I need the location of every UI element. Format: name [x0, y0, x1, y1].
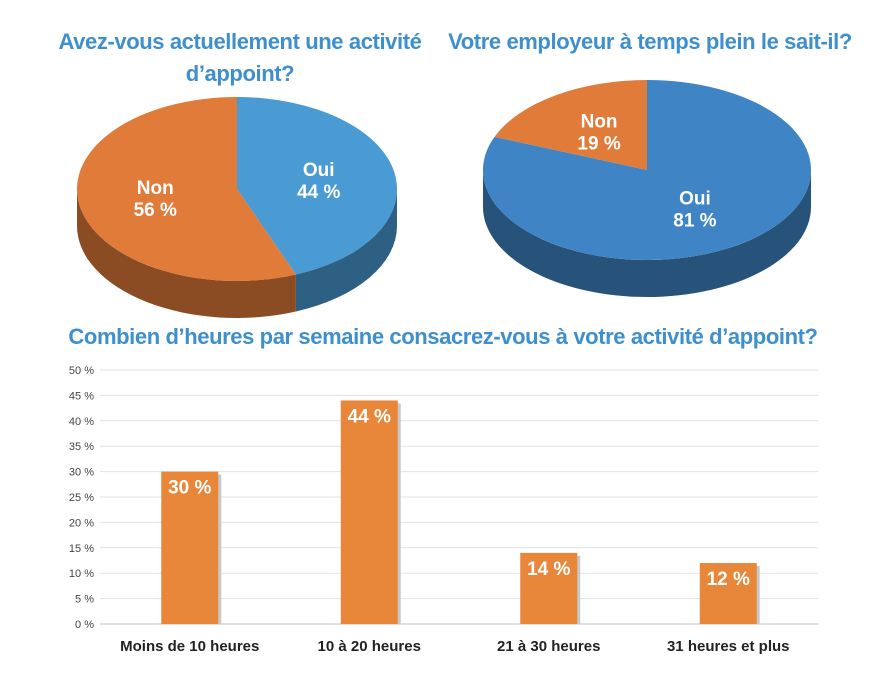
- y-tick-label: 25 %: [69, 492, 94, 504]
- pie-slice-non: [494, 80, 647, 170]
- x-category-label: 31 heures et plus: [667, 638, 790, 655]
- pie-label-value-non: 19 %: [577, 133, 620, 154]
- y-tick-label: 35 %: [69, 441, 94, 453]
- bar: [520, 552, 578, 624]
- pie-side-group: [77, 189, 397, 318]
- y-tick-label: 40 %: [69, 416, 94, 428]
- bar-data-label: 12 %: [707, 569, 750, 590]
- y-tick-label: 5 %: [75, 594, 94, 606]
- bar-data-label: 30 %: [168, 478, 211, 499]
- bar: [161, 471, 219, 624]
- pie1-title: Avez-vous actuellement une activité d’ap…: [58, 29, 422, 86]
- pie-side-group: [483, 170, 811, 297]
- bar-data-label: 14 %: [527, 559, 570, 580]
- pie-side-oui: [295, 189, 397, 312]
- pie-label-category-non: Non: [581, 111, 618, 132]
- pie2-title: Votre employeur à temps plein le sait-il…: [448, 29, 852, 54]
- y-tick-label: 10 %: [69, 568, 94, 580]
- bar-data-label: 44 %: [348, 406, 391, 427]
- pie-label-category-oui: Oui: [679, 189, 711, 210]
- y-tick-label: 45 %: [69, 390, 94, 402]
- pie-label-value-oui: 44 %: [297, 182, 340, 203]
- bar: [340, 400, 398, 624]
- y-tick-label: 20 %: [69, 517, 94, 529]
- pie-top-group: [76, 97, 397, 281]
- pie-side-non: [77, 189, 296, 318]
- y-tick-label: 0 %: [75, 619, 94, 631]
- pie-slice-non: [76, 97, 296, 281]
- y-tick-label: 15 %: [69, 543, 94, 555]
- bar-chart-title: Combien d’heures par semaine consacrez-v…: [68, 324, 818, 349]
- pie-slice-oui: [237, 97, 397, 275]
- pie-label-category-non: Non: [137, 178, 174, 199]
- y-tick-label: 30 %: [69, 467, 94, 479]
- pie-label-value-non: 56 %: [134, 200, 177, 221]
- pie-side-oui: [483, 170, 811, 297]
- x-category-label: 10 à 20 heures: [318, 638, 421, 655]
- pie-label-category-oui: Oui: [303, 160, 335, 181]
- y-tick-label: 50 %: [69, 365, 94, 377]
- pie-label-value-oui: 81 %: [673, 211, 716, 232]
- x-category-label: Moins de 10 heures: [120, 638, 259, 655]
- pie-top-group: [482, 80, 812, 260]
- bar: [699, 563, 757, 624]
- x-category-label: 21 à 30 heures: [497, 638, 600, 655]
